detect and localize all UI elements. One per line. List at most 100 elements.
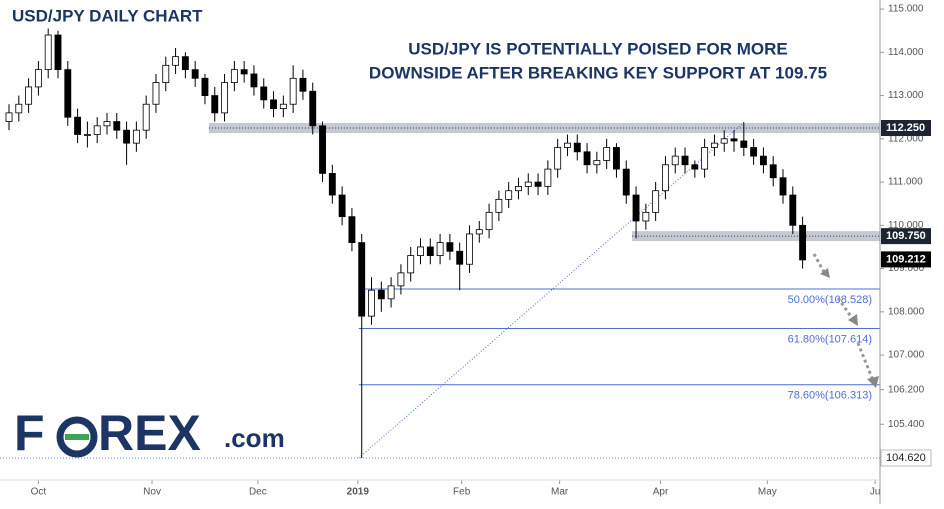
candle-body (583, 151, 591, 166)
candle-body (64, 69, 72, 118)
y-tick-label: 111.000 (888, 177, 923, 188)
candle-body (152, 82, 160, 105)
x-tick-label: Dec (249, 487, 267, 498)
arrow-head (867, 376, 879, 388)
arrows (812, 253, 874, 379)
candle-body (534, 181, 542, 187)
candle-body (162, 64, 170, 84)
candle-body (603, 147, 611, 161)
candle-body (279, 103, 287, 109)
candle-body (319, 125, 326, 174)
candle-body (15, 103, 23, 114)
arrow (836, 297, 854, 319)
price-box (880, 449, 932, 467)
candle-body (221, 82, 228, 114)
arrow (856, 342, 874, 379)
candle-body (123, 129, 131, 144)
candle-body (573, 142, 581, 153)
candle-body (446, 242, 454, 252)
price-label: 109.212 (886, 253, 926, 265)
candle-body (260, 86, 268, 101)
y-tick-label: 109.000 (888, 263, 925, 274)
candle-body (662, 164, 669, 192)
candle-body (759, 155, 767, 166)
candle-body (417, 246, 424, 256)
y-tick-label: 105.400 (888, 419, 925, 430)
arrow-head (848, 314, 858, 326)
price-label: 112.250 (886, 122, 925, 134)
candle-body (230, 69, 238, 84)
x-tick-label: Nov (143, 487, 161, 498)
price-box (881, 251, 931, 268)
chart-title: USD/JPY DAILY CHART (12, 6, 203, 25)
logo-o (56, 416, 98, 458)
price-label: 104.620 (886, 452, 926, 464)
candle-body (740, 140, 748, 148)
candle-body (172, 56, 180, 66)
candle-body (426, 246, 434, 256)
candle-body (524, 181, 532, 187)
candle-body (613, 147, 620, 170)
candle-body (544, 168, 552, 187)
candle-body (475, 229, 483, 235)
support-zone (208, 123, 880, 134)
candle-body (515, 185, 522, 192)
candle-body (593, 160, 601, 166)
fib-label: 50.00%(108.528) (788, 294, 872, 306)
x-tick-label: 2019 (347, 487, 370, 498)
candle-body (132, 129, 140, 144)
candle-body (83, 134, 91, 136)
candle-body (642, 211, 650, 222)
candle-body (299, 77, 307, 92)
candle-body (328, 173, 336, 196)
candle-body (505, 190, 513, 200)
candle-body (270, 99, 277, 109)
price-box (881, 228, 931, 245)
candle-body (74, 116, 82, 135)
y-tick-label: 108.000 (888, 306, 925, 317)
fib-label: 78.60%(106.313) (788, 390, 872, 402)
x-tick-label: Feb (453, 487, 471, 498)
candle-body (368, 289, 375, 317)
candle-body (25, 86, 33, 105)
candle-body (554, 147, 562, 170)
candle-body (191, 69, 199, 79)
candle-body (750, 147, 758, 157)
candle-body (564, 142, 571, 148)
candle-body (436, 242, 444, 256)
candle-body (289, 77, 297, 105)
x-tick-label: May (758, 487, 777, 498)
candle-body (769, 164, 777, 179)
y-tick-label: 107.000 (888, 350, 925, 361)
candle-body (338, 194, 346, 218)
candle-body (211, 95, 219, 114)
candle-body (44, 34, 52, 71)
candle-body (103, 121, 111, 127)
candle-body (201, 77, 209, 96)
x-tick-label: Oct (31, 487, 47, 498)
arrow-heads (820, 268, 879, 388)
annotation: DOWNSIDE AFTER BREAKING KEY SUPPORT AT 1… (369, 63, 827, 82)
x-tick-label: Mar (551, 487, 569, 498)
candle-body (387, 285, 395, 300)
candle-body (181, 56, 189, 71)
candle-body (377, 289, 385, 300)
candle-body (142, 103, 150, 131)
logo-text: F (14, 405, 45, 461)
candle-body (466, 233, 473, 265)
foreground-layer: 112.250 109.750 104.620 109.212 (880, 120, 932, 467)
candle-body (309, 90, 317, 127)
price-box (881, 120, 931, 137)
candle-body (240, 69, 248, 75)
fib-label: 61.80%(107.614) (788, 333, 872, 345)
annotation: USD/JPY IS POTENTIALLY POISED FOR MORE (408, 39, 787, 58)
candle-body (5, 112, 13, 122)
candle-body (485, 211, 493, 231)
x-tick-label: Ju (870, 487, 881, 498)
y-tick-label: 110.000 (888, 220, 924, 231)
candle-body (622, 168, 630, 196)
candle-body (691, 164, 699, 170)
y-tick-label: 115.000 (888, 4, 924, 15)
